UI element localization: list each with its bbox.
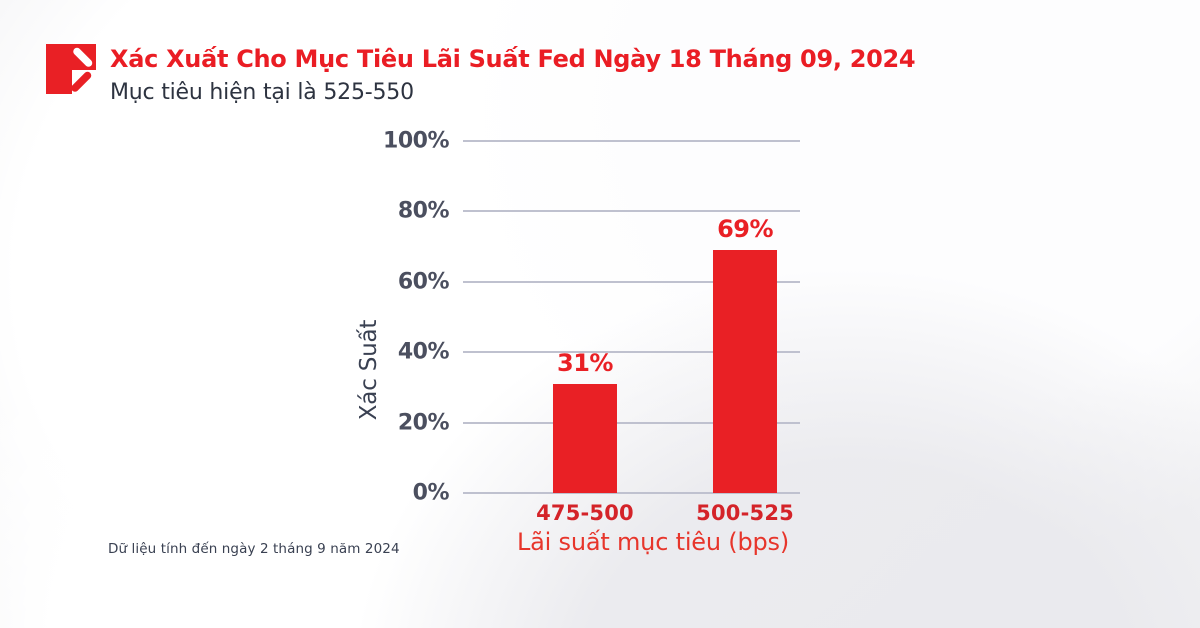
y-tick-label: 20%	[397, 410, 450, 436]
gridline	[463, 210, 800, 213]
gridline	[463, 351, 800, 354]
bar	[552, 383, 617, 493]
gridline	[463, 280, 800, 283]
bar	[713, 250, 778, 493]
gridline	[463, 492, 800, 494]
y-tick-label: 80%	[397, 198, 450, 224]
y-tick-label: 0%	[412, 480, 450, 506]
y-tick-label: 100%	[383, 128, 449, 154]
y-tick-label: 40%	[397, 339, 450, 365]
chart-title: Xác Xuất Cho Mục Tiêu Lãi Suất Fed Ngày …	[110, 45, 916, 73]
data-footnote: Dữ liệu tính đến ngày 2 tháng 9 năm 2024	[108, 541, 400, 557]
bar-value-label: 69%	[717, 215, 774, 244]
x-tick-label: 475-500	[536, 501, 634, 525]
plot-area: 0% 20% 40% 60% 80% 100% 31% 475-500 69% 500-525	[383, 129, 800, 525]
x-tick-label: 500-525	[696, 501, 794, 525]
x-axis-title: Lãi suất mục tiêu (bps)	[516, 528, 790, 556]
brand-mark-icon	[46, 44, 96, 94]
title-block: Xác Xuất Cho Mục Tiêu Lãi Suất Fed Ngày …	[110, 44, 916, 105]
chart-subtitle: Mục tiêu hiện tại là 525-550	[110, 80, 414, 105]
gridline	[463, 421, 800, 424]
y-tick-label: 60%	[397, 269, 450, 295]
header: Xác Xuất Cho Mục Tiêu Lãi Suất Fed Ngày …	[46, 44, 916, 105]
bar-value-label: 31%	[557, 348, 613, 377]
gridline	[463, 140, 800, 142]
y-axis-title: Xác Suất	[356, 319, 382, 421]
